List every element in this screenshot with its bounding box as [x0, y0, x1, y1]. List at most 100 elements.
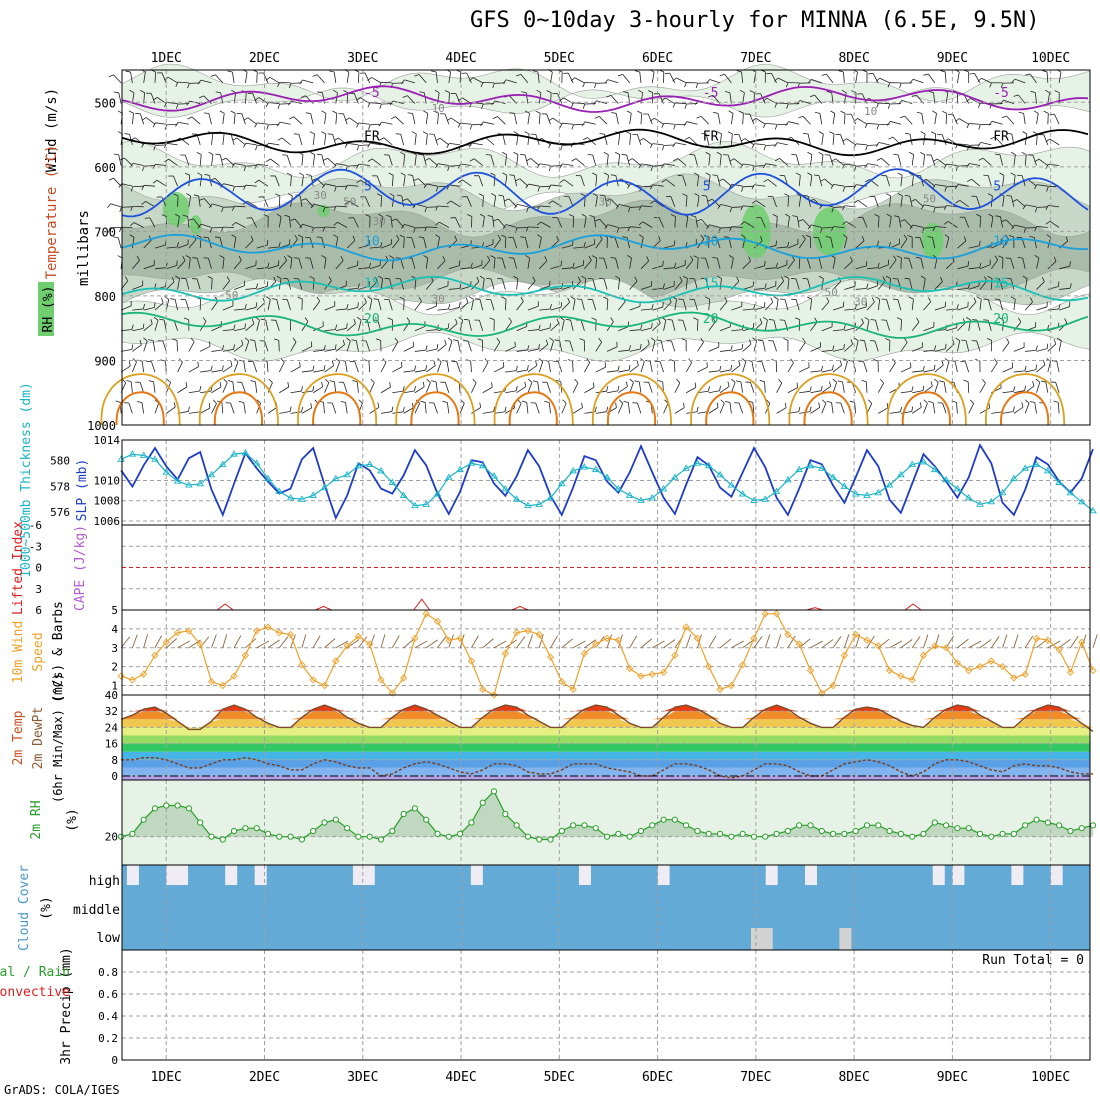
- wind-barb: [302, 391, 313, 393]
- wind-barb: [505, 371, 516, 372]
- wind-barb-flag: [306, 175, 311, 176]
- wind-barb: [348, 143, 359, 145]
- wind-barb: [630, 365, 639, 372]
- wind-barb-flag: [765, 261, 766, 266]
- wind-barb: [573, 217, 574, 228]
- surface-wind-barb: [957, 639, 968, 648]
- wind-barb: [267, 361, 268, 372]
- wind-barb: [953, 114, 957, 124]
- wind-barb-flag: [267, 125, 269, 130]
- rh2m-marker: [1011, 831, 1016, 836]
- wind-barb-flag: [582, 122, 585, 126]
- wind-barb-flag: [618, 74, 623, 76]
- x-tick-label-top: 2DEC: [249, 51, 280, 66]
- rh2m-marker: [435, 831, 440, 836]
- wind-barb: [720, 403, 724, 413]
- wind-barb: [1037, 113, 1039, 124]
- isotherm-label: FR: [364, 129, 380, 144]
- li-tick-label: -3: [29, 540, 42, 553]
- isotherm-label: 15: [703, 276, 719, 291]
- wind-barb: [445, 114, 449, 124]
- li-tick-label: -6: [29, 519, 42, 532]
- rh2m-marker: [785, 828, 790, 833]
- wind-barb-flag: [516, 386, 517, 391]
- wind-barb-flag: [213, 400, 216, 404]
- wind-barb: [345, 361, 347, 372]
- wind-barb: [928, 74, 934, 83]
- surface-wind-barb: [822, 640, 833, 648]
- wind-barb: [576, 159, 585, 166]
- wind-barb: [641, 113, 642, 124]
- wind-speed-marker: [118, 673, 124, 679]
- wind-barb: [810, 391, 821, 393]
- x-tick-label-bottom: 6DEC: [642, 1070, 673, 1085]
- wind-barb: [965, 362, 968, 372]
- wind-barb-flag: [520, 154, 525, 155]
- wind-barb: [637, 403, 641, 413]
- wind-barb-flag: [526, 158, 530, 160]
- rh-contour-label: 10: [432, 102, 445, 115]
- rh2m-marker: [537, 837, 542, 842]
- rh2m-marker: [1034, 817, 1039, 822]
- wind-barb: [211, 155, 212, 166]
- wind-barb-flag: [650, 118, 654, 121]
- bl-contour-inner: [804, 392, 851, 425]
- wind-barb: [864, 362, 867, 372]
- rh2m-marker: [638, 828, 643, 833]
- wind-barb: [211, 370, 222, 372]
- wind-barb: [923, 403, 927, 413]
- wind-barb-flag: [313, 366, 314, 371]
- wind-barb: [155, 145, 166, 146]
- wind10m-axis-label-2: Speed: [31, 632, 46, 671]
- rh-contour-label: 30: [314, 189, 327, 202]
- rh2m-marker: [1057, 823, 1062, 828]
- wind-barb: [935, 113, 937, 124]
- wind-barb-flag: [228, 381, 233, 382]
- wind-barb: [867, 164, 878, 166]
- rh2m-marker: [311, 828, 316, 833]
- rh2m-marker: [593, 826, 598, 831]
- wind-barb-flag: [912, 407, 913, 412]
- isotherm-label: -5: [703, 86, 719, 101]
- wind-barb: [630, 134, 631, 145]
- wind-barb-flag: [505, 407, 506, 412]
- surface-wind-barb: [471, 636, 478, 648]
- wind-barb: [912, 371, 923, 372]
- wind-barb: [549, 402, 550, 413]
- high-cloud-gap: [658, 865, 670, 885]
- slp-axis-label: SLP (mb): [75, 459, 90, 522]
- wind-barb-flag: [583, 138, 587, 140]
- wind-barb: [1037, 365, 1045, 372]
- rh2m-marker: [480, 800, 485, 805]
- wind-barb-flag: [170, 299, 175, 300]
- wind-barb-flag: [909, 152, 913, 154]
- wind-barb-flag: [109, 178, 114, 180]
- wind-barb: [957, 72, 959, 83]
- wind-barb-flag: [1042, 70, 1047, 71]
- wind-barb-flag: [697, 116, 702, 118]
- high-cloud-gap: [1011, 865, 1023, 885]
- wind-barb: [313, 350, 324, 351]
- slp-tick-label: 1010: [94, 474, 121, 487]
- wind-barb: [773, 341, 776, 351]
- wind-barb: [347, 72, 349, 83]
- x-tick-label-bottom: 9DEC: [937, 1070, 968, 1085]
- wind-barb: [200, 391, 211, 393]
- wind-speed-line: [121, 614, 1093, 695]
- surface-wind-barb: [833, 636, 841, 647]
- wind-barb-flag: [840, 360, 841, 365]
- wind-barb: [980, 408, 990, 413]
- rh2m-marker: [571, 823, 576, 828]
- wind-barb-flag: [247, 218, 252, 219]
- surface-wind-barb: [483, 639, 494, 648]
- wind-barb-flag: [332, 361, 333, 366]
- wind-barb-flag: [932, 111, 936, 114]
- wind-barb: [675, 103, 686, 104]
- wind-barb-flag: [594, 83, 596, 88]
- wind-barb: [822, 370, 833, 372]
- bl-contour-outer: [298, 374, 376, 425]
- wind-barb: [248, 118, 257, 125]
- wind-barb: [731, 349, 742, 351]
- x-tick-label-top: 9DEC: [937, 51, 968, 66]
- x-tick-label-bottom: 4DEC: [445, 1070, 476, 1085]
